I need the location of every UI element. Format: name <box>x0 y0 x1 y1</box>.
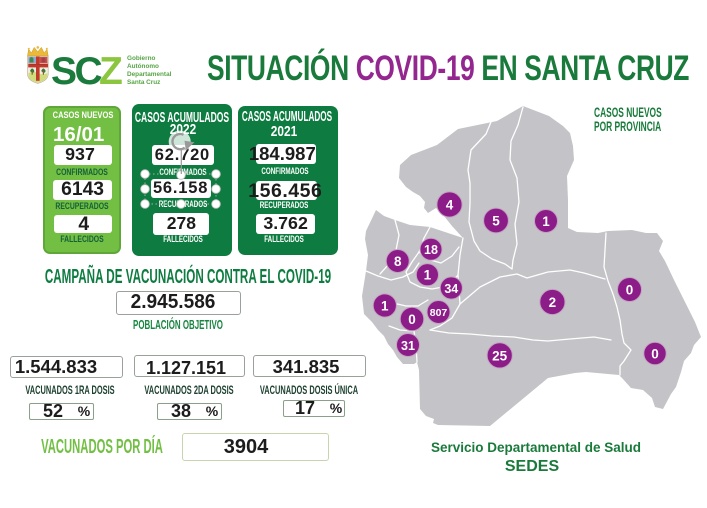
svg-text:4: 4 <box>446 198 454 213</box>
svg-text:SC: SC <box>51 50 103 90</box>
svg-text:807: 807 <box>430 307 448 319</box>
svg-text:34: 34 <box>444 282 458 296</box>
svg-text:Gobierno: Gobierno <box>127 55 155 62</box>
svg-text:18: 18 <box>424 243 438 257</box>
svg-text:0: 0 <box>626 283 634 298</box>
svg-text:31: 31 <box>401 339 415 353</box>
svg-text:8: 8 <box>394 254 402 269</box>
svg-text:1: 1 <box>381 299 389 314</box>
svg-text:1: 1 <box>424 268 432 283</box>
svg-text:Autónomo: Autónomo <box>127 63 159 70</box>
svg-text:Santa Cruz: Santa Cruz <box>127 79 160 86</box>
svg-text:0: 0 <box>408 312 416 327</box>
svg-text:1: 1 <box>542 214 550 229</box>
svg-text:Departamental: Departamental <box>127 71 172 78</box>
svg-text:0: 0 <box>651 347 659 362</box>
svg-text:Z: Z <box>99 50 122 90</box>
svg-text:5: 5 <box>492 214 500 229</box>
svg-text:25: 25 <box>492 348 508 363</box>
svg-text:2: 2 <box>549 295 557 310</box>
